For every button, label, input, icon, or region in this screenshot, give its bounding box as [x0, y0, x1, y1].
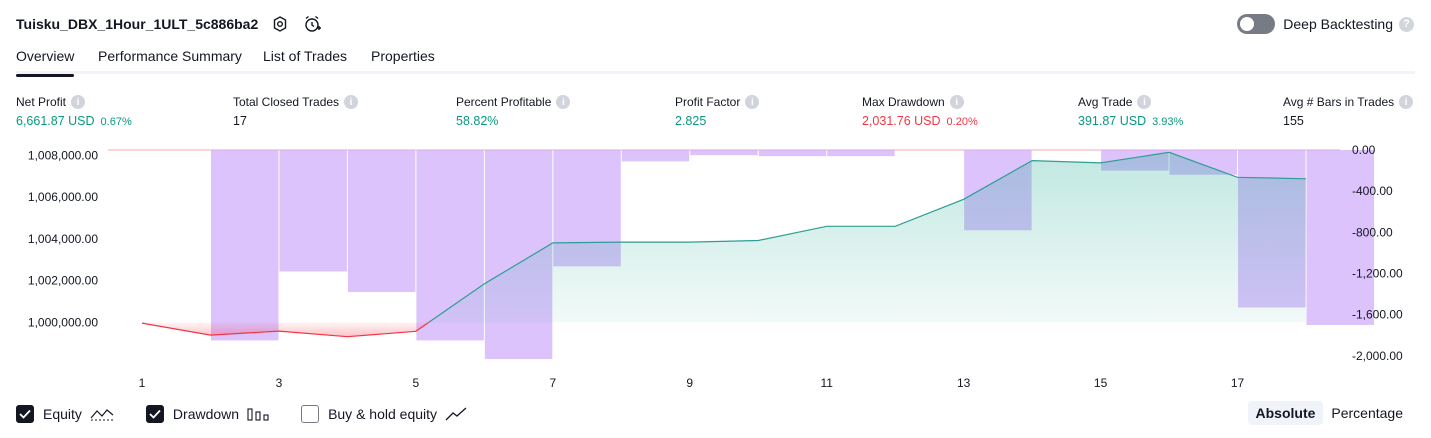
tab-overview[interactable]: Overview — [16, 48, 75, 77]
legend-label: Buy & hold equity — [328, 406, 438, 422]
y-right-tick-label: -1,600.00 — [1352, 308, 1403, 322]
help-icon[interactable]: ? — [1399, 16, 1414, 32]
equity-lines — [141, 151, 1307, 338]
loss-area — [142, 322, 429, 337]
chart-legend: Equity Drawdown Buy & hold equity — [16, 404, 499, 424]
deep-backtesting-label: Deep Backtesting — [1283, 16, 1393, 32]
drawdown-bar — [210, 150, 279, 341]
metric-profit-factor: Profit Factor i 2.825 — [675, 94, 760, 128]
alarm-add-icon[interactable] — [302, 14, 322, 34]
buy-hold-checkbox[interactable] — [301, 405, 320, 423]
metric-value: 391.87 USD — [1078, 114, 1147, 128]
info-icon[interactable]: i — [556, 95, 571, 109]
y-left-tick-label: 1,004,000.00 — [28, 232, 98, 246]
legend-label: Drawdown — [172, 406, 240, 422]
deep-backtesting-toggle[interactable] — [1237, 14, 1276, 34]
y-right-tick-label: -2,000.00 — [1352, 349, 1403, 363]
y-left-tick-label: 1,000,000.00 — [28, 315, 98, 329]
info-icon[interactable]: i — [1137, 95, 1152, 109]
y-right-tick-label: -400.00 — [1352, 184, 1393, 198]
x-tick-label: 11 — [820, 376, 833, 390]
equity-drawdown-chart[interactable]: 1,000,000.00 1,002,000.00 1,004,000.00 1,00… — [0, 140, 1431, 395]
tab-bar: Overview Performance Summary List of Tra… — [16, 46, 1415, 77]
equity-area — [142, 152, 1306, 337]
metric-label: Percent Profitable — [456, 95, 552, 109]
info-icon[interactable]: i — [745, 95, 760, 109]
x-tick-label: 15 — [1094, 376, 1108, 390]
metric-value: 155 — [1283, 114, 1304, 128]
metric-label: Avg # Bars in Trades — [1283, 95, 1395, 109]
metric-label: Profit Factor — [675, 95, 741, 109]
deep-backtesting: Deep Backtesting ? — [1237, 13, 1414, 35]
y-left-tick-label: 1,006,000.00 — [28, 190, 98, 204]
metric-percent: 3.93% — [1152, 116, 1184, 128]
buy-hold-icon — [445, 407, 467, 421]
metric-net-profit: Net Profit i 6,661.87 USD 0.67% — [16, 94, 132, 128]
metric-label: Max Drawdown — [862, 95, 945, 109]
scale-mode: Absolute Percentage — [1247, 401, 1412, 425]
gear-icon[interactable] — [270, 14, 290, 34]
metric-value: 2.825 — [675, 114, 707, 128]
metric-value: 2,031.76 USD — [862, 114, 941, 128]
drawdown-bar — [621, 150, 690, 162]
drawdown-bar — [347, 150, 416, 293]
drawdown-bar — [690, 150, 758, 156]
x-tick-label: 1 — [139, 376, 146, 390]
metric-total-closed-trades: Total Closed Trades i 17 — [233, 94, 359, 128]
y-axis-left: 1,000,000.00 1,002,000.00 1,004,000.00 1,00… — [28, 148, 98, 329]
y-axis-right: 0.00 -400.00 -800.00 -1,200.00 -1,600.00 -2,0… — [1352, 143, 1403, 363]
drawdown-checkbox[interactable] — [145, 405, 164, 423]
tab-properties[interactable]: Properties — [371, 48, 435, 64]
drawdown-bar — [279, 150, 347, 272]
legend-label: Equity — [43, 406, 82, 422]
metric-label: Avg Trade — [1078, 95, 1133, 109]
metric-percent: 0.67% — [100, 116, 132, 128]
equity-profit-line — [428, 151, 1307, 323]
metric-label: Net Profit — [16, 95, 67, 109]
info-icon[interactable]: i — [1399, 95, 1414, 109]
drawdown-bar — [758, 150, 827, 157]
metric-value: 17 — [233, 114, 247, 128]
metric-label: Total Closed Trades — [233, 95, 340, 109]
x-tick-label: 17 — [1231, 376, 1245, 390]
y-right-tick-label: 0.00 — [1352, 143, 1376, 157]
equity-checkbox[interactable] — [16, 405, 34, 423]
metric-percent-profitable: Percent Profitable i 58.82% — [456, 94, 571, 128]
metric-avg-trade: Avg Trade i 391.87 USD 3.93% — [1078, 94, 1183, 128]
info-icon[interactable]: i — [949, 95, 964, 109]
profit-area — [428, 152, 1306, 323]
metric-avg-bars: Avg # Bars in Trades i 155 — [1283, 94, 1414, 128]
x-axis: 1 3 5 7 9 11 13 15 17 — [139, 376, 1245, 390]
y-left-tick-label: 1,002,000.00 — [28, 274, 98, 288]
y-right-tick-label: -800.00 — [1352, 225, 1393, 239]
x-tick-label: 9 — [686, 376, 693, 390]
info-icon[interactable]: i — [71, 95, 86, 109]
metric-value: 6,661.87 USD — [16, 114, 95, 128]
y-right-tick-label: -1,200.00 — [1352, 267, 1403, 281]
y-left-tick-label: 1,008,000.00 — [28, 148, 98, 162]
equity-icon — [90, 407, 114, 421]
x-tick-label: 7 — [549, 376, 556, 390]
legend-equity[interactable]: Equity — [16, 405, 114, 423]
drawdown-bar — [1306, 150, 1374, 325]
drawdown-bar — [827, 150, 895, 157]
metric-value: 58.82% — [456, 114, 499, 128]
x-tick-label: 13 — [957, 376, 971, 390]
strategy-header: Tuisku_DBX_1Hour_1ULT_5c886ba2 — [16, 12, 322, 36]
x-tick-label: 5 — [413, 376, 420, 390]
legend-drawdown[interactable]: Drawdown — [145, 405, 269, 423]
x-tick-label: 3 — [276, 376, 283, 390]
tab-list-of-trades[interactable]: List of Trades — [263, 48, 348, 64]
toggle-knob — [1240, 17, 1255, 31]
absolute-button[interactable]: Absolute — [1247, 401, 1324, 425]
equity-loss-line — [141, 321, 430, 338]
info-icon[interactable]: i — [344, 95, 359, 109]
metric-percent: 0.20% — [946, 116, 978, 128]
legend-buy-hold[interactable]: Buy & hold equity — [301, 405, 467, 423]
tab-performance-summary[interactable]: Performance Summary — [98, 48, 242, 64]
strategy-title: Tuisku_DBX_1Hour_1ULT_5c886ba2 — [16, 16, 259, 32]
percentage-button[interactable]: Percentage — [1331, 405, 1403, 421]
metric-max-drawdown: Max Drawdown i 2,031.76 USD 0.20% — [862, 94, 978, 128]
drawdown-icon — [247, 407, 269, 421]
